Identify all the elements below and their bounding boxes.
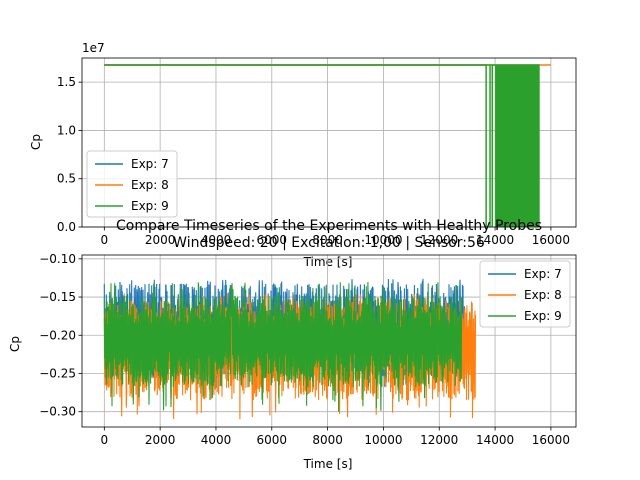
y-tick-label: −0.10 <box>39 252 76 266</box>
top-y-ticks: 0.0 0.5 1.0 1.5 <box>57 75 82 234</box>
y-tick-label: 0.5 <box>57 172 76 186</box>
bottom-legend: Exp: 7 Exp: 8 Exp: 9 <box>479 260 571 328</box>
dropout-band <box>495 64 540 227</box>
chart-title-line: Compare Timeseries of the Experiments wi… <box>116 218 542 234</box>
x-tick-label: 16000 <box>532 433 570 447</box>
x-tick-label: 4000 <box>201 233 232 247</box>
top-series-group <box>104 64 551 227</box>
x-tick-label: 14000 <box>476 433 514 447</box>
x-tick-label: 4000 <box>201 433 232 447</box>
chart-title-line: Windspeed: 20 | Excitation: 1,00 | Senso… <box>173 235 485 251</box>
x-tick-label: 16000 <box>532 233 570 247</box>
legend-box <box>86 150 178 218</box>
series-line-3 <box>103 281 463 412</box>
bottom-series-group <box>103 278 477 420</box>
legend-label: Exp: 7 <box>131 157 169 171</box>
top-plot-frame <box>81 57 577 228</box>
bottom-x-axis-label: Time [s] <box>303 457 353 471</box>
x-tick-label: 10000 <box>364 233 402 247</box>
top-offset-text: 1e7 <box>82 41 105 55</box>
legend-label: Exp: 8 <box>131 178 169 192</box>
bottom-chart-title: Compare Timeseries of the Experiments wi… <box>116 218 542 251</box>
x-tick-label: 8000 <box>312 433 343 447</box>
y-tick-label: −0.30 <box>39 405 76 419</box>
y-tick-label: −0.25 <box>39 366 76 380</box>
top-x-ticks: 0 2000 4000 6000 8000 10000 12000 14000 16000 <box>101 227 570 247</box>
x-tick-label: 10000 <box>364 433 402 447</box>
y-tick-label: 1.5 <box>57 75 76 89</box>
x-tick-label: 6000 <box>257 233 288 247</box>
y-tick-label: 0.0 <box>57 220 76 234</box>
bottom-plot-frame <box>81 254 577 428</box>
x-tick-label: 2000 <box>145 233 176 247</box>
x-tick-label: 0 <box>101 433 109 447</box>
bottom-y-ticks: −0.30 −0.25 −0.20 −0.15 −0.10 <box>39 252 82 419</box>
bottom-y-axis-label: Cp <box>8 336 22 352</box>
x-tick-label: 8000 <box>312 233 343 247</box>
top-legend: Exp: 7 Exp: 8 Exp: 9 <box>86 150 178 218</box>
legend-label: Exp: 8 <box>524 288 562 302</box>
bottom-x-ticks: 0 2000 4000 6000 8000 10000 12000 14000 16000 <box>101 427 570 447</box>
y-tick-label: 1.0 <box>57 123 76 137</box>
bottom-subplot: 0 2000 4000 6000 8000 10000 12000 14000 16000 −0… <box>8 218 577 471</box>
x-tick-label: 12000 <box>420 233 458 247</box>
x-tick-label: 14000 <box>476 233 514 247</box>
legend-label: Exp: 7 <box>524 267 562 281</box>
x-tick-label: 0 <box>101 233 109 247</box>
legend-box <box>479 260 571 328</box>
y-tick-label: −0.20 <box>39 328 76 342</box>
legend-label: Exp: 9 <box>524 309 562 323</box>
x-tick-label: 6000 <box>257 433 288 447</box>
x-tick-label: 2000 <box>145 433 176 447</box>
top-y-axis-label: Cp <box>29 134 43 150</box>
y-tick-label: −0.15 <box>39 290 76 304</box>
legend-label: Exp: 9 <box>131 199 169 213</box>
x-tick-label: 12000 <box>420 433 458 447</box>
top-subplot: 0 2000 4000 6000 8000 10000 12000 14000 16000 0.… <box>29 41 577 269</box>
